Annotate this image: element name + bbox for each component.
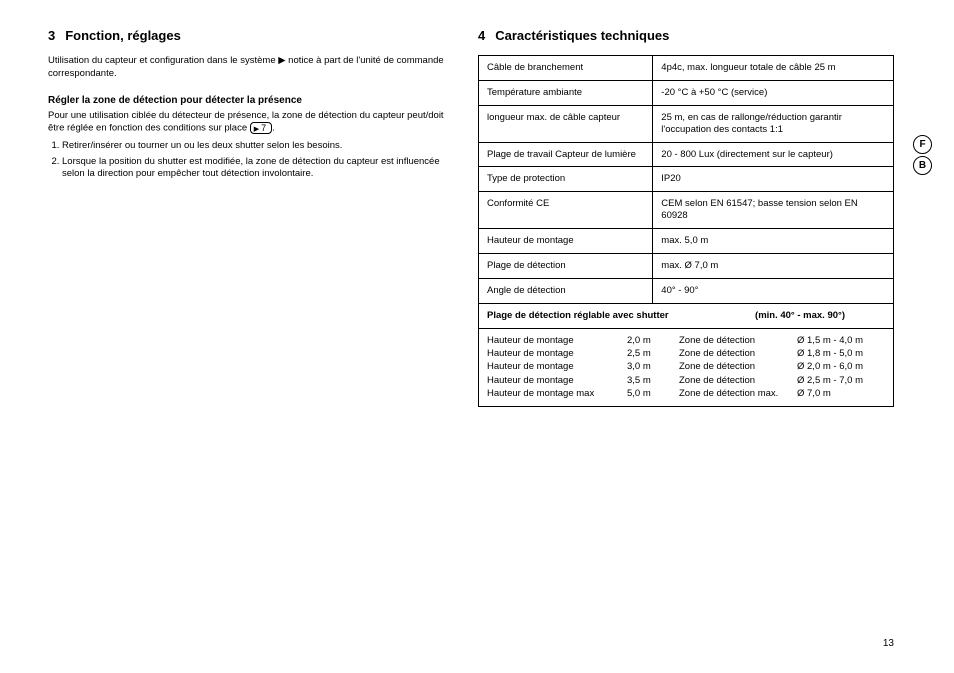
spec-label: Plage de travail Capteur de lumière [479, 142, 653, 167]
spec-row: Hauteur de montagemax. 5,0 m [479, 229, 894, 254]
section-4-number: 4 [478, 28, 485, 43]
detail-cell: Zone de détection [679, 348, 789, 360]
spec-label: Plage de détection [479, 253, 653, 278]
section-3-subheading: Régler la zone de détection pour détecte… [48, 95, 448, 106]
spec-label: Angle de détection [479, 278, 653, 303]
detail-cell: Zone de détection [679, 375, 789, 387]
side-markers: F B [913, 135, 932, 175]
shutter-range: (min. 40° - max. 90°) [755, 310, 885, 322]
reference-pill-7: 7 [250, 122, 272, 134]
left-column: 3 Fonction, réglages Utilisation du capte… [48, 28, 448, 407]
spec-row: longueur max. de câble capteur25 m, en c… [479, 105, 894, 142]
section-4-title: Caractéristiques techniques [495, 28, 669, 43]
spec-label: Type de protection [479, 167, 653, 192]
spec-row: Plage de travail Capteur de lumière20 - … [479, 142, 894, 167]
spec-label: longueur max. de câble capteur [479, 105, 653, 142]
detail-cell: Zone de détection [679, 361, 789, 373]
spec-value: 20 - 800 Lux (directement sur le capteur… [653, 142, 894, 167]
detail-cell: Hauteur de montage [487, 335, 619, 347]
shutter-title: Plage de détection réglable avec shutter [487, 310, 669, 322]
detail-cell: 2,5 m [627, 348, 671, 360]
spec-value: IP20 [653, 167, 894, 192]
spec-value: max. Ø 7,0 m [653, 253, 894, 278]
right-column: 4 Caractéristiques techniques Câble de br… [478, 28, 894, 407]
spec-row: Type de protectionIP20 [479, 167, 894, 192]
shutter-detail-grid: Hauteur de montage 2,0 m Zone de détection… [487, 335, 885, 401]
detail-cell: 3,0 m [627, 361, 671, 373]
detail-cell: Ø 1,8 m - 5,0 m [797, 348, 885, 360]
shutter-header-row: Plage de détection réglable avec shutter… [479, 303, 894, 328]
detail-cell: Hauteur de montage [487, 348, 619, 360]
section-3-subpara: Pour une utilisation ciblée du détecteur… [48, 110, 448, 136]
side-marker-b: B [913, 156, 932, 175]
section-3-title: Fonction, réglages [65, 28, 181, 43]
spec-label: Câble de branchement [479, 56, 653, 81]
detail-cell: Zone de détection max. [679, 388, 789, 400]
detail-cell: Ø 2,5 m - 7,0 m [797, 375, 885, 387]
spec-value: CEM selon EN 61547; basse tension selon … [653, 192, 894, 229]
shutter-detail-row: Hauteur de montage 2,0 m Zone de détection… [479, 328, 894, 407]
page-number: 13 [883, 638, 894, 649]
detail-cell: Zone de détection [679, 335, 789, 347]
section-4-heading: 4 Caractéristiques techniques [478, 28, 894, 43]
spec-label: Hauteur de montage [479, 229, 653, 254]
spec-value: 25 m, en cas de rallonge/réduction garan… [653, 105, 894, 142]
list-item-2: Lorsque la position du shutter est modif… [62, 156, 448, 182]
spec-value: 4p4c, max. longueur totale de câble 25 m [653, 56, 894, 81]
detail-cell: 3,5 m [627, 375, 671, 387]
subpara-after: . [272, 123, 275, 134]
detail-cell: 5,0 m [627, 388, 671, 400]
section-3-heading: 3 Fonction, réglages [48, 28, 448, 43]
detail-cell: Hauteur de montage [487, 361, 619, 373]
spec-row: Plage de détectionmax. Ø 7,0 m [479, 253, 894, 278]
spec-table: Câble de branchement4p4c, max. longueur … [478, 55, 894, 407]
spec-value: 40° - 90° [653, 278, 894, 303]
detail-cell: Hauteur de montage [487, 375, 619, 387]
spec-row: Conformité CECEM selon EN 61547; basse t… [479, 192, 894, 229]
list-item-1: Retirer/insérer ou tourner un ou les deu… [62, 140, 448, 153]
spec-value: -20 °C à +50 °C (service) [653, 80, 894, 105]
section-3-list: Retirer/insérer ou tourner un ou les deu… [62, 140, 448, 181]
spec-value: max. 5,0 m [653, 229, 894, 254]
subpara-before: Pour une utilisation ciblée du détecteur… [48, 110, 444, 134]
spec-row: Température ambiante-20 °C à +50 °C (ser… [479, 80, 894, 105]
side-marker-f: F [913, 135, 932, 154]
detail-cell: 2,0 m [627, 335, 671, 347]
section-3-number: 3 [48, 28, 55, 43]
spec-label: Température ambiante [479, 80, 653, 105]
spec-label: Conformité CE [479, 192, 653, 229]
section-3-intro: Utilisation du capteur et configuration … [48, 55, 448, 81]
spec-row: Angle de détection40° - 90° [479, 278, 894, 303]
detail-cell: Ø 1,5 m - 4,0 m [797, 335, 885, 347]
detail-cell: Ø 2,0 m - 6,0 m [797, 361, 885, 373]
spec-row: Câble de branchement4p4c, max. longueur … [479, 56, 894, 81]
detail-cell: Ø 7,0 m [797, 388, 885, 400]
detail-cell: Hauteur de montage max [487, 388, 619, 400]
